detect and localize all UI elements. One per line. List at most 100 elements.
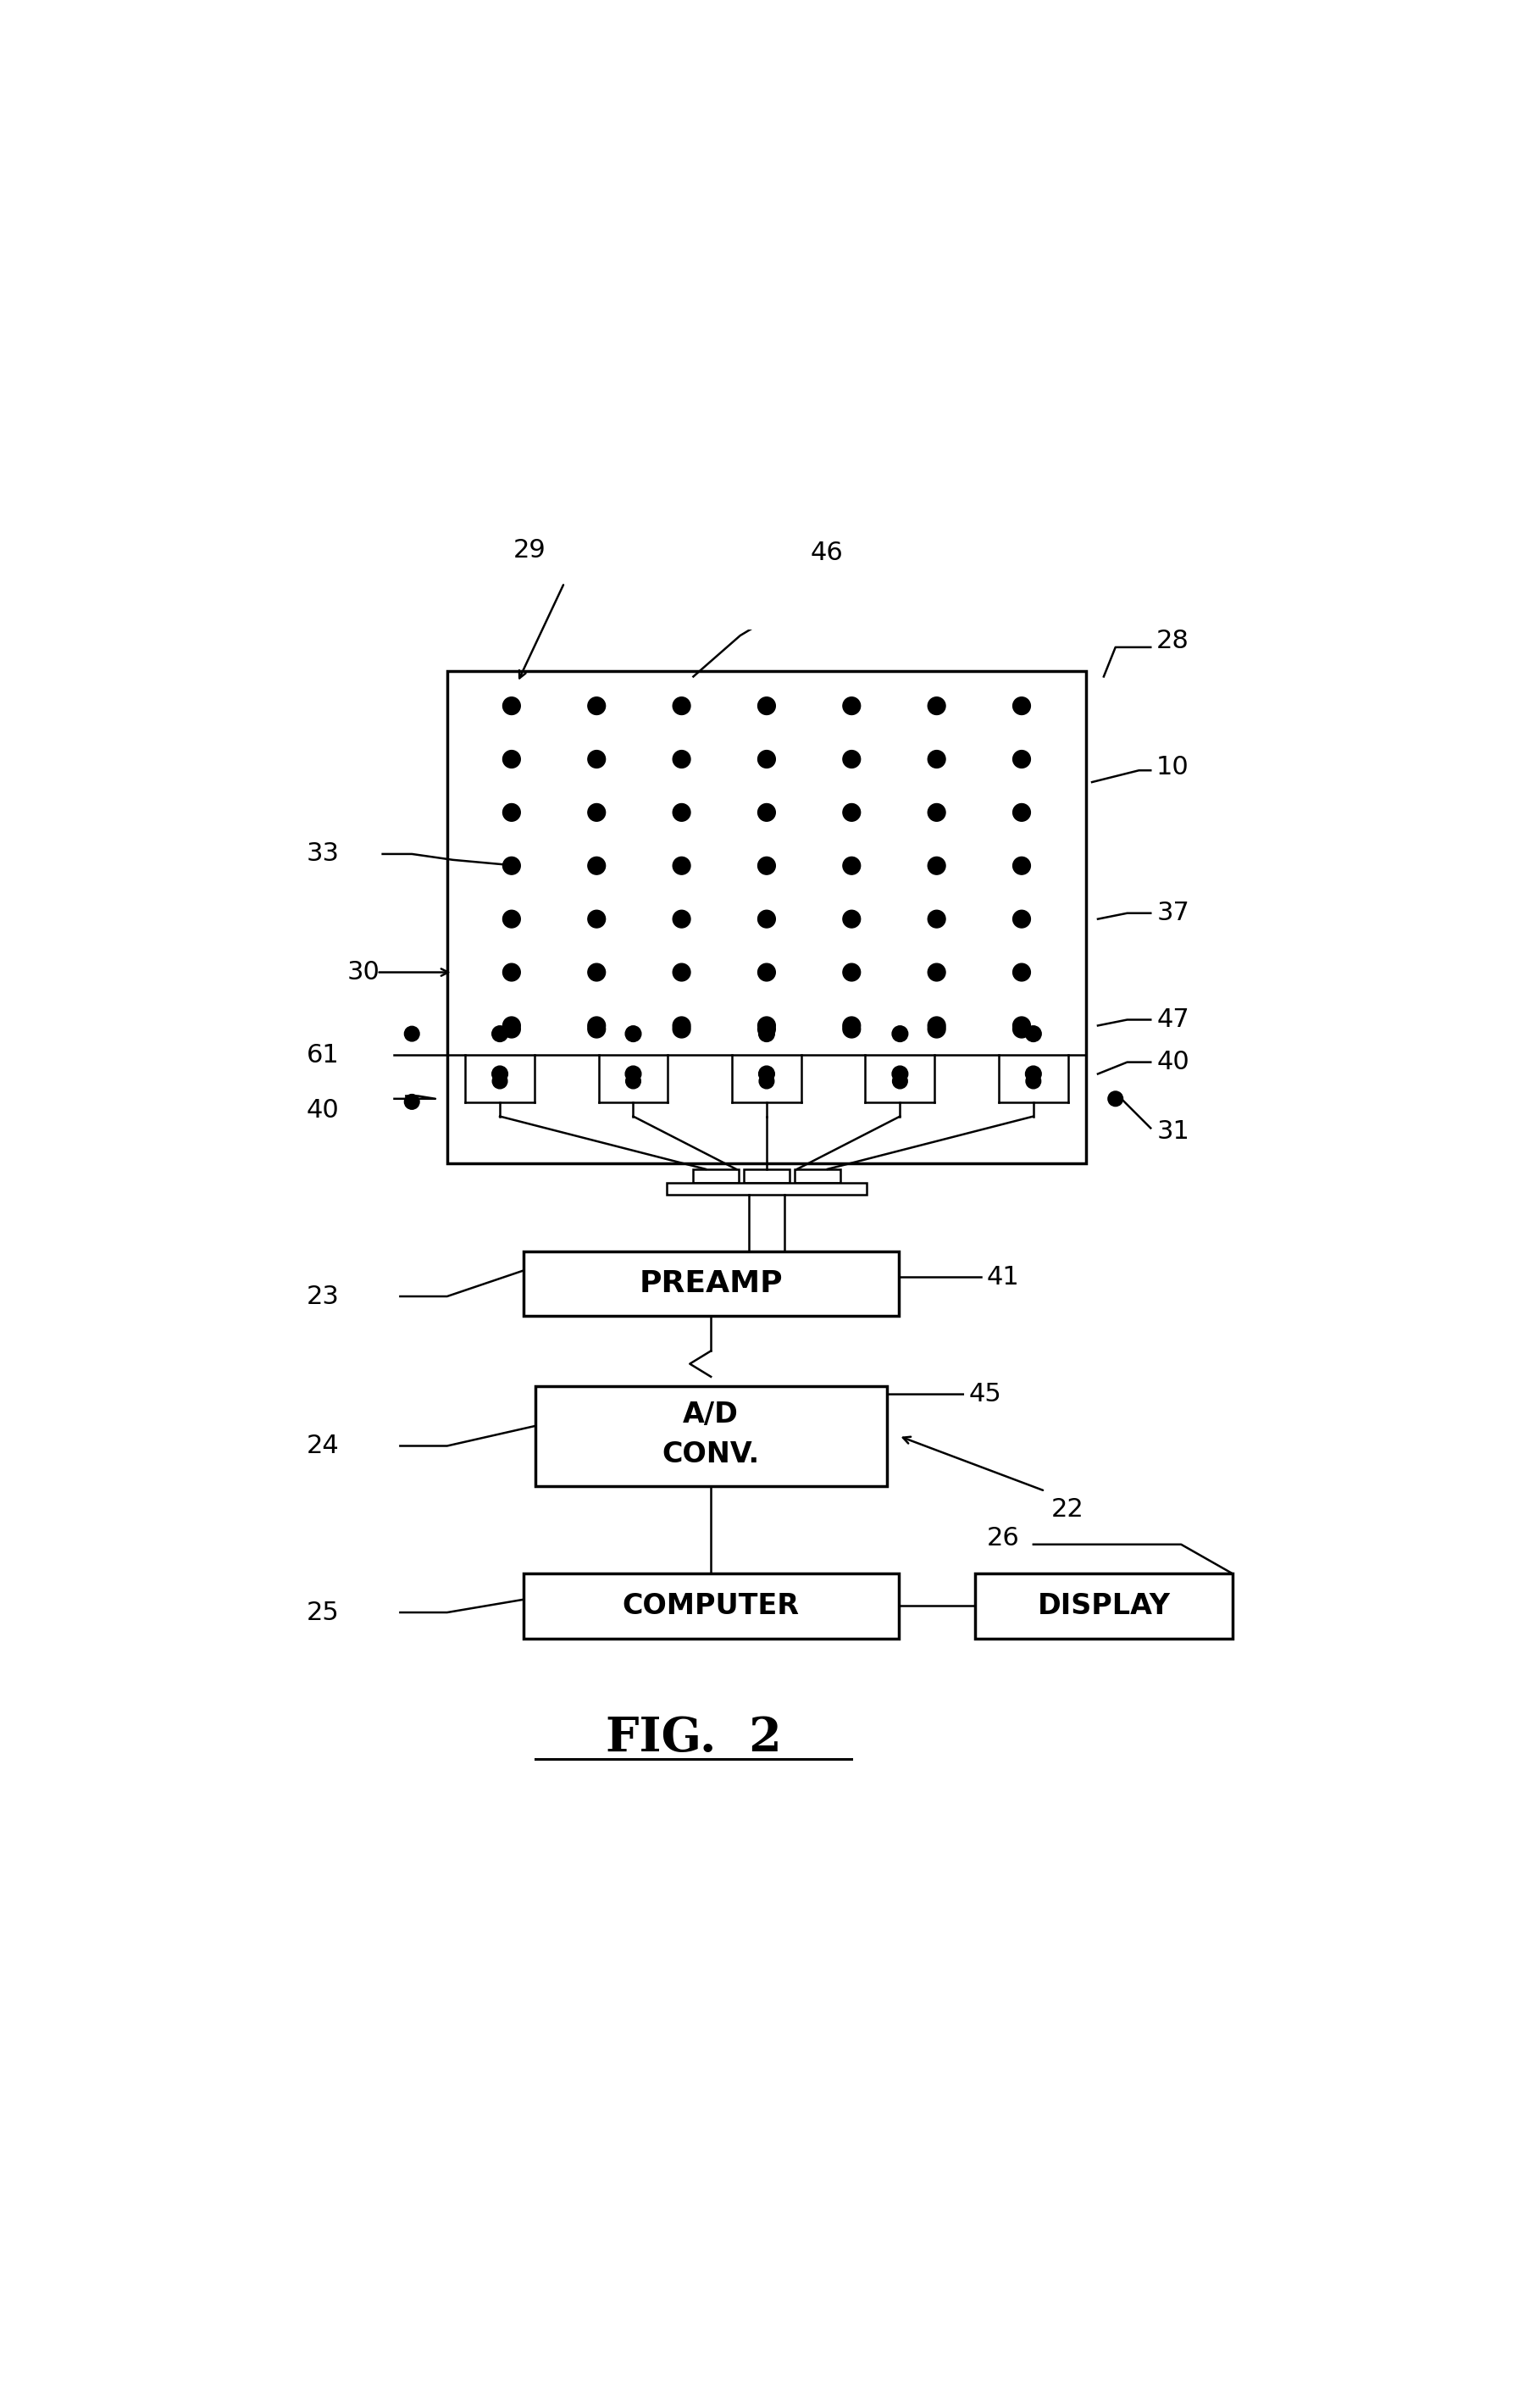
Circle shape <box>843 696 861 715</box>
Text: 23: 23 <box>306 1283 339 1308</box>
Circle shape <box>1012 804 1030 821</box>
Text: 61: 61 <box>306 1043 339 1067</box>
Bar <box>974 1575 1233 1637</box>
Text: 28: 28 <box>1156 628 1189 653</box>
Circle shape <box>843 910 861 927</box>
Circle shape <box>843 1021 861 1038</box>
Text: 45: 45 <box>968 1382 1002 1406</box>
Circle shape <box>673 1021 690 1038</box>
Circle shape <box>1012 1021 1030 1038</box>
Circle shape <box>492 1074 507 1088</box>
Circle shape <box>625 1067 642 1081</box>
Circle shape <box>502 751 520 768</box>
Circle shape <box>927 857 946 874</box>
Text: 40: 40 <box>306 1098 339 1122</box>
Text: 31: 31 <box>1156 1120 1189 1144</box>
Text: 46: 46 <box>811 539 843 566</box>
Text: 47: 47 <box>1156 1007 1189 1033</box>
Circle shape <box>893 1026 908 1043</box>
Circle shape <box>404 1026 419 1040</box>
Text: COMPUTER: COMPUTER <box>622 1592 799 1621</box>
Circle shape <box>492 1026 508 1043</box>
Circle shape <box>673 751 690 768</box>
Circle shape <box>404 1093 419 1110</box>
Circle shape <box>843 804 861 821</box>
Circle shape <box>589 1021 605 1038</box>
Circle shape <box>758 751 776 768</box>
Circle shape <box>589 1016 605 1035</box>
Bar <box>523 1575 899 1637</box>
Circle shape <box>843 963 861 980</box>
Circle shape <box>927 804 946 821</box>
Bar <box>743 1170 790 1182</box>
Circle shape <box>625 1026 642 1043</box>
Circle shape <box>758 857 776 874</box>
Circle shape <box>502 804 520 821</box>
Circle shape <box>502 1021 520 1038</box>
Circle shape <box>589 857 605 874</box>
Circle shape <box>843 751 861 768</box>
Circle shape <box>502 1016 520 1035</box>
Text: 33: 33 <box>306 843 339 867</box>
Circle shape <box>1012 696 1030 715</box>
Circle shape <box>1012 910 1030 927</box>
Text: 41: 41 <box>986 1264 1020 1288</box>
Circle shape <box>673 910 690 927</box>
Text: FIG.  2: FIG. 2 <box>605 1714 781 1760</box>
Circle shape <box>1026 1067 1041 1081</box>
Circle shape <box>927 1021 946 1038</box>
Circle shape <box>927 1016 946 1035</box>
Circle shape <box>502 857 520 874</box>
Circle shape <box>927 696 946 715</box>
Circle shape <box>589 910 605 927</box>
Bar <box>693 1170 738 1182</box>
Circle shape <box>502 696 520 715</box>
Circle shape <box>893 1067 908 1081</box>
Circle shape <box>843 857 861 874</box>
Text: 40: 40 <box>1156 1050 1189 1074</box>
Text: PREAMP: PREAMP <box>638 1269 782 1298</box>
Circle shape <box>1026 1026 1041 1043</box>
Circle shape <box>758 910 776 927</box>
Circle shape <box>758 804 776 821</box>
Circle shape <box>673 963 690 980</box>
Text: DISPLAY: DISPLAY <box>1038 1592 1170 1621</box>
Circle shape <box>1012 1016 1030 1035</box>
Circle shape <box>927 963 946 980</box>
Circle shape <box>1026 1074 1041 1088</box>
Bar <box>523 1252 899 1315</box>
Text: A/D: A/D <box>682 1401 738 1428</box>
Text: 37: 37 <box>1156 901 1189 925</box>
Bar <box>794 1170 841 1182</box>
Text: 26: 26 <box>986 1527 1020 1551</box>
Bar <box>448 672 1086 1163</box>
Text: 24: 24 <box>306 1433 339 1459</box>
Text: 22: 22 <box>1052 1498 1083 1522</box>
Circle shape <box>626 1074 640 1088</box>
Text: 30: 30 <box>348 961 380 985</box>
Circle shape <box>758 963 776 980</box>
Circle shape <box>1012 751 1030 768</box>
Circle shape <box>589 963 605 980</box>
Circle shape <box>927 910 946 927</box>
Circle shape <box>927 751 946 768</box>
Circle shape <box>1012 857 1030 874</box>
Circle shape <box>760 1074 775 1088</box>
Text: CONV.: CONV. <box>663 1440 760 1469</box>
Circle shape <box>673 1016 690 1035</box>
Circle shape <box>758 1067 775 1081</box>
Circle shape <box>758 1021 776 1038</box>
Circle shape <box>502 963 520 980</box>
Circle shape <box>589 804 605 821</box>
Circle shape <box>758 1026 775 1043</box>
Circle shape <box>502 910 520 927</box>
Text: 29: 29 <box>513 539 546 563</box>
Text: 25: 25 <box>306 1601 339 1625</box>
Circle shape <box>1108 1091 1123 1105</box>
Circle shape <box>589 696 605 715</box>
Circle shape <box>1012 963 1030 980</box>
Bar <box>667 1182 867 1194</box>
Circle shape <box>492 1067 508 1081</box>
Circle shape <box>673 804 690 821</box>
Circle shape <box>589 751 605 768</box>
